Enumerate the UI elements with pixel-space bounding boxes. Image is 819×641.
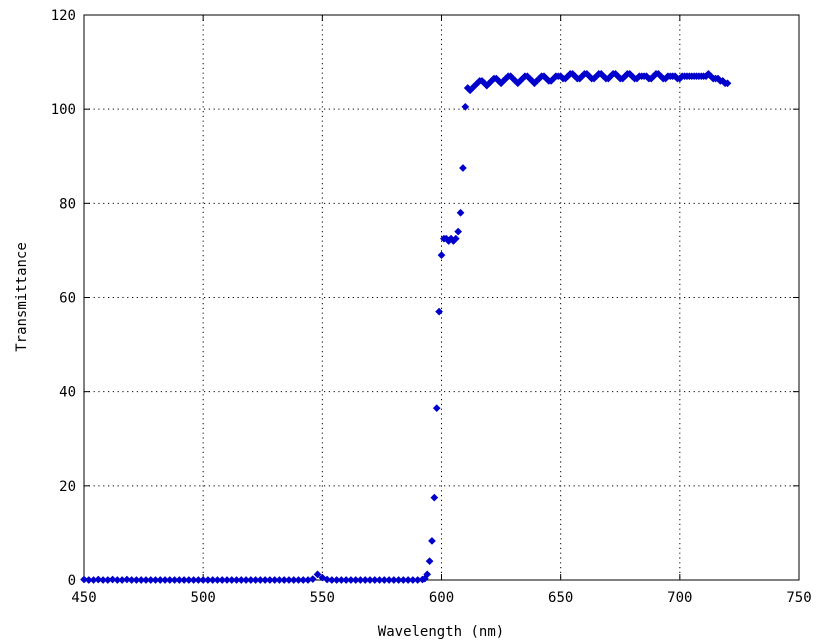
data-point <box>308 575 317 584</box>
data-point <box>723 79 732 88</box>
y-tick-label: 40 <box>59 385 76 401</box>
data-point <box>461 102 470 111</box>
data-point <box>323 575 332 584</box>
data-point <box>313 570 322 579</box>
y-axis-title: Transmittance <box>14 242 30 352</box>
data-point <box>451 234 460 243</box>
data-point <box>454 227 463 236</box>
x-tick-label: 750 <box>786 590 811 606</box>
data-point <box>456 208 465 217</box>
x-tick-label: 450 <box>71 590 96 606</box>
data-point <box>318 573 327 582</box>
x-axis-title: Wavelength (nm) <box>378 624 504 640</box>
data-point <box>437 251 446 260</box>
data-point <box>94 575 103 584</box>
x-tick-label: 650 <box>548 590 573 606</box>
data-point <box>108 575 117 584</box>
y-tick-label: 0 <box>68 573 76 589</box>
data-point <box>430 493 439 502</box>
y-tick-label: 100 <box>51 102 76 118</box>
data-point <box>122 575 131 584</box>
x-tick-label: 500 <box>191 590 216 606</box>
data-point <box>425 557 434 566</box>
y-tick-label: 80 <box>59 196 76 212</box>
data-point <box>435 307 444 316</box>
y-tick-label: 120 <box>51 8 76 24</box>
y-tick-label: 20 <box>59 479 76 495</box>
x-tick-label: 600 <box>429 590 454 606</box>
data-points <box>80 69 732 584</box>
data-point <box>458 164 467 172</box>
data-point <box>423 570 432 579</box>
tick-labels: 450 500 550 600 650 700 750 0 20 40 60 80 100 120 <box>51 8 812 606</box>
y-tick-label: 60 <box>59 291 76 307</box>
x-tick-label: 700 <box>667 590 692 606</box>
grid-lines <box>84 15 799 580</box>
x-tick-label: 550 <box>310 590 335 606</box>
data-point <box>432 404 441 413</box>
data-point <box>428 536 436 545</box>
data-point <box>80 575 88 584</box>
